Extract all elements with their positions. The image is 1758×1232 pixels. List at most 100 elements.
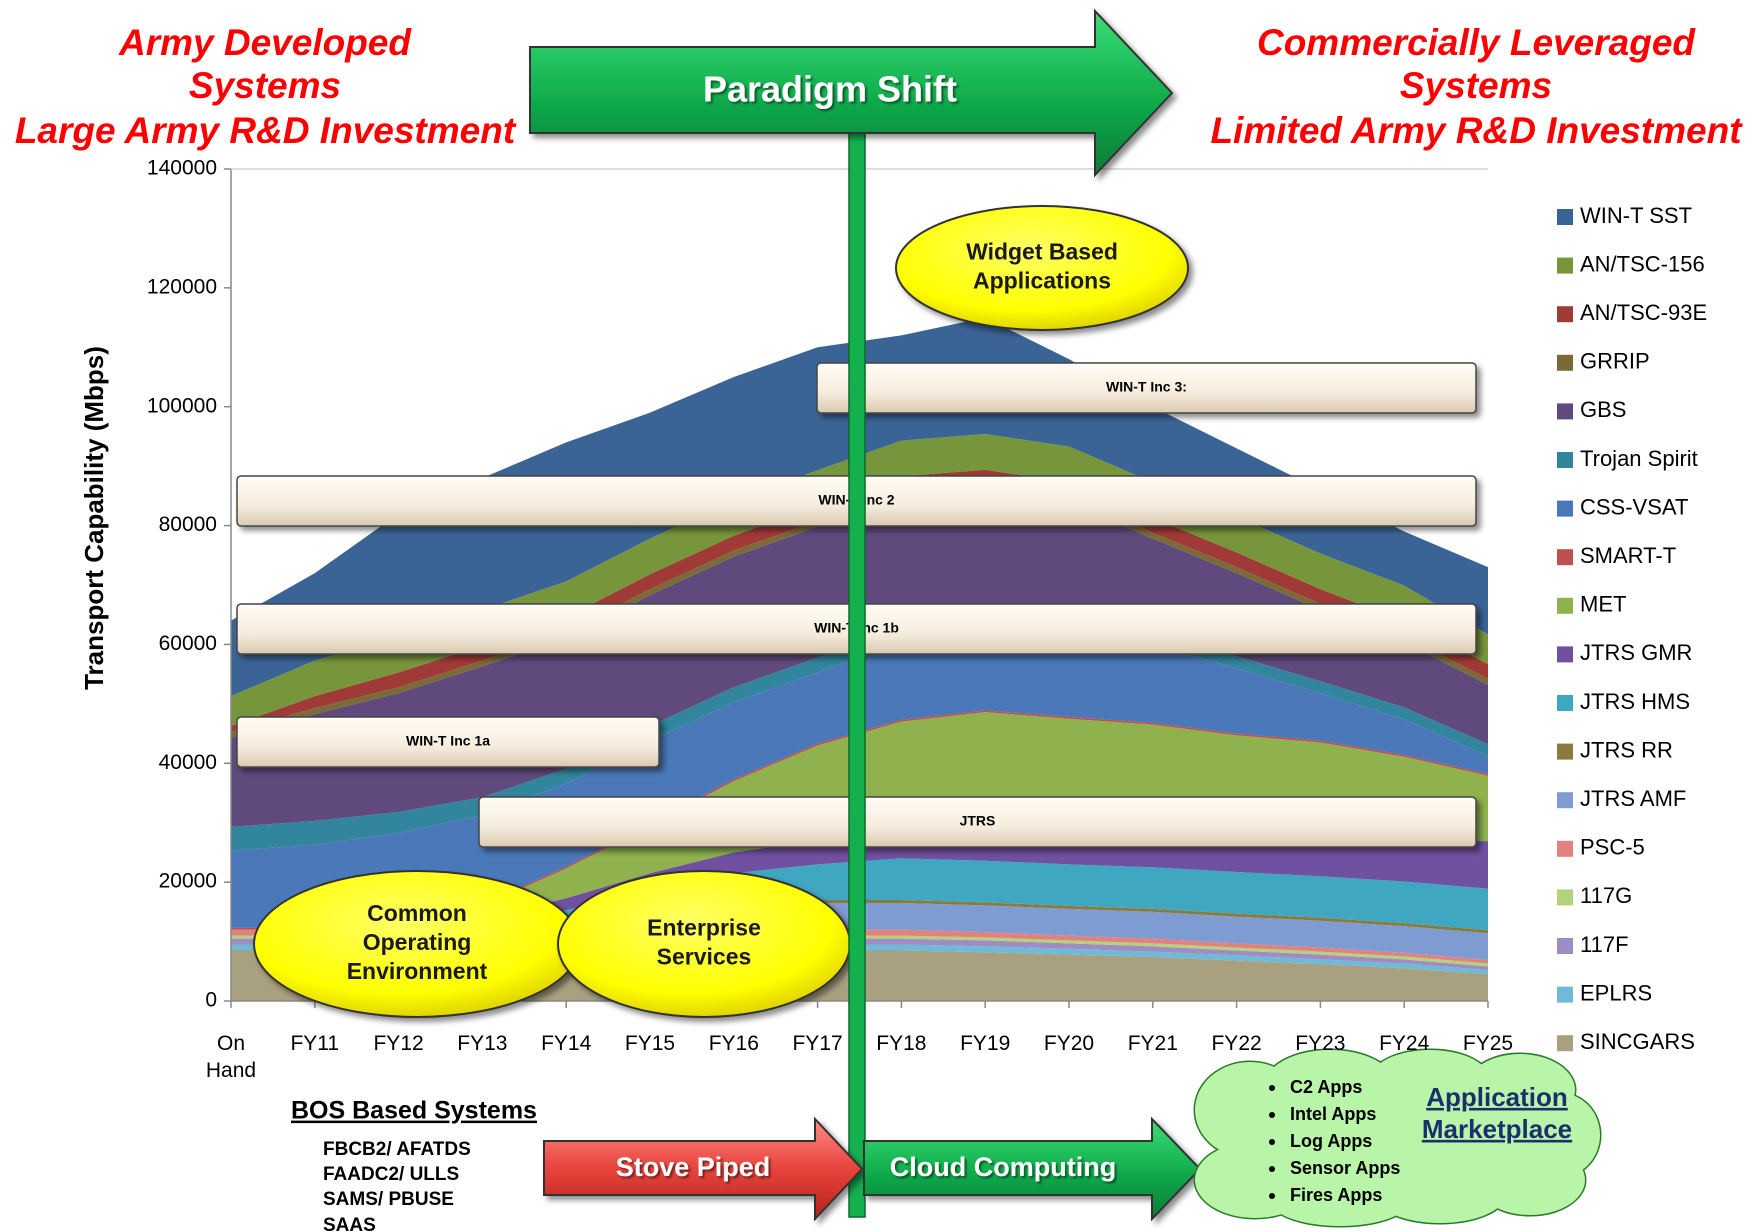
band	[478, 796, 1477, 848]
app-item: Intel Apps	[1290, 1104, 1376, 1124]
x-tick-label: FY12	[373, 1032, 424, 1055]
legend-label: 117F	[1580, 932, 1629, 957]
x-tick-label: FY15	[624, 1032, 676, 1055]
area	[231, 902, 1488, 960]
bubble-label: Applications	[973, 268, 1111, 294]
bullet	[1269, 1193, 1275, 1199]
y-tick-label: 20000	[159, 870, 217, 893]
legend-swatch	[1557, 1035, 1573, 1052]
legend-label: JTRS RR	[1580, 737, 1673, 762]
legend-label: CSS-VSAT	[1580, 494, 1688, 519]
legend-swatch	[1557, 938, 1573, 954]
banner-label: Paradigm Shift	[703, 69, 957, 110]
bubble-label: Enterprise	[647, 915, 761, 941]
legend-swatch	[1557, 646, 1573, 663]
x-tick-label: FY25	[1462, 1032, 1514, 1055]
bubble-label: Operating	[363, 929, 472, 955]
legend-label: JTRS GMR	[1580, 640, 1692, 665]
legend-swatch	[1557, 889, 1573, 906]
bubble-label: Services	[657, 944, 752, 970]
app-item: C2 Apps	[1290, 1077, 1362, 1097]
x-tick-label: FY13	[457, 1032, 508, 1055]
legend-swatch	[1557, 792, 1573, 809]
legend-swatch	[1557, 840, 1573, 857]
bullet	[1269, 1085, 1275, 1091]
x-tick-label: FY22	[1211, 1032, 1262, 1055]
legend-swatch	[1557, 695, 1573, 711]
x-tick-label: FY23	[1295, 1032, 1346, 1055]
app-item: Sensor Apps	[1290, 1158, 1400, 1178]
heading: Army Developed	[118, 22, 412, 63]
legend-label: SINCGARS	[1580, 1029, 1695, 1054]
banner-arrow	[529, 8, 1174, 178]
x-tick-label: FY17	[792, 1032, 843, 1055]
y-tick-label: 40000	[159, 751, 217, 774]
legend-label: GRRIP	[1580, 349, 1650, 374]
x-tick-label: On Hand	[205, 1032, 257, 1082]
x-tick-label: FY18	[876, 1032, 927, 1055]
area	[231, 469, 1488, 732]
x-tick-label: FY16	[708, 1032, 759, 1055]
bullet	[1269, 1139, 1275, 1145]
legend-label: MET	[1580, 592, 1626, 617]
bos-item: SAAS	[323, 1215, 376, 1232]
y-tick-label: 60000	[159, 632, 217, 655]
legend-label: JTRS AMF	[1580, 786, 1686, 811]
legend-swatch	[1557, 257, 1573, 274]
y-tick-label: 140000	[147, 157, 217, 180]
bubble-label: Environment	[347, 958, 488, 984]
band	[236, 716, 660, 768]
x-tick-label: FY14	[541, 1032, 592, 1055]
arrow-label: Cloud Computing	[890, 1152, 1116, 1182]
x-tick-label: FY11	[290, 1032, 340, 1055]
heading: Commercially Leveraged	[1257, 22, 1696, 63]
app-item: Fires Apps	[1290, 1185, 1382, 1205]
heading: Large Army R&D Investment	[15, 110, 517, 151]
bos-item: FBCB2/ AFATDS	[323, 1139, 471, 1160]
legend-swatch	[1557, 452, 1573, 468]
cloud-arrow	[863, 1116, 1202, 1222]
bubble-label: Widget Based	[966, 239, 1118, 265]
x-tick-label: FY24	[1379, 1032, 1430, 1055]
legend-label: Trojan Spirit	[1580, 446, 1698, 471]
marketplace-label: Application	[1426, 1082, 1568, 1112]
y-axis-label: Transport Capability (Mbps)	[79, 346, 109, 690]
legend-swatch	[1557, 743, 1573, 760]
bos-item: FAADC2/ ULLS	[323, 1164, 459, 1185]
heading: Limited Army R&D Investment	[1210, 110, 1743, 151]
bubble	[895, 205, 1189, 331]
legend-label: GBS	[1580, 397, 1626, 422]
y-tick-label: 100000	[147, 394, 217, 417]
y-tick-label: 120000	[147, 275, 217, 298]
legend-swatch	[1557, 549, 1573, 566]
app-item: Log Apps	[1290, 1131, 1372, 1151]
band-label: WIN-T Inc 3:	[1106, 379, 1187, 395]
x-tick-label: FY21	[1127, 1032, 1178, 1055]
area	[231, 621, 1488, 851]
arrow-label: Stove Piped	[616, 1152, 771, 1182]
legend-label: EPLRS	[1580, 980, 1652, 1005]
bubble-label: Common	[367, 900, 467, 926]
legend-swatch	[1557, 354, 1573, 371]
stove-arrow	[543, 1116, 864, 1222]
x-tick-label: FY20	[1043, 1032, 1095, 1055]
legend-label: AN/TSC-93E	[1580, 300, 1707, 325]
legend-swatch	[1557, 306, 1573, 323]
heading: Systems	[189, 65, 341, 106]
legend-label: AN/TSC-156	[1580, 251, 1705, 276]
legend-swatch	[1557, 209, 1573, 225]
heading: Systems	[1400, 65, 1552, 106]
y-tick-label: 0	[205, 989, 217, 1012]
legend-swatch	[1557, 597, 1573, 614]
bos-item: SAMS/ PBUSE	[323, 1189, 454, 1210]
band-label: JTRS	[960, 813, 996, 829]
band-label: WIN-T Inc 1a	[406, 733, 490, 749]
marketplace-label: Marketplace	[1422, 1114, 1572, 1144]
legend-label: JTRS HMS	[1580, 689, 1690, 714]
bos-title: BOS Based Systems	[291, 1097, 537, 1125]
area	[231, 633, 1488, 928]
area	[231, 899, 1488, 934]
legend-swatch	[1557, 403, 1573, 420]
